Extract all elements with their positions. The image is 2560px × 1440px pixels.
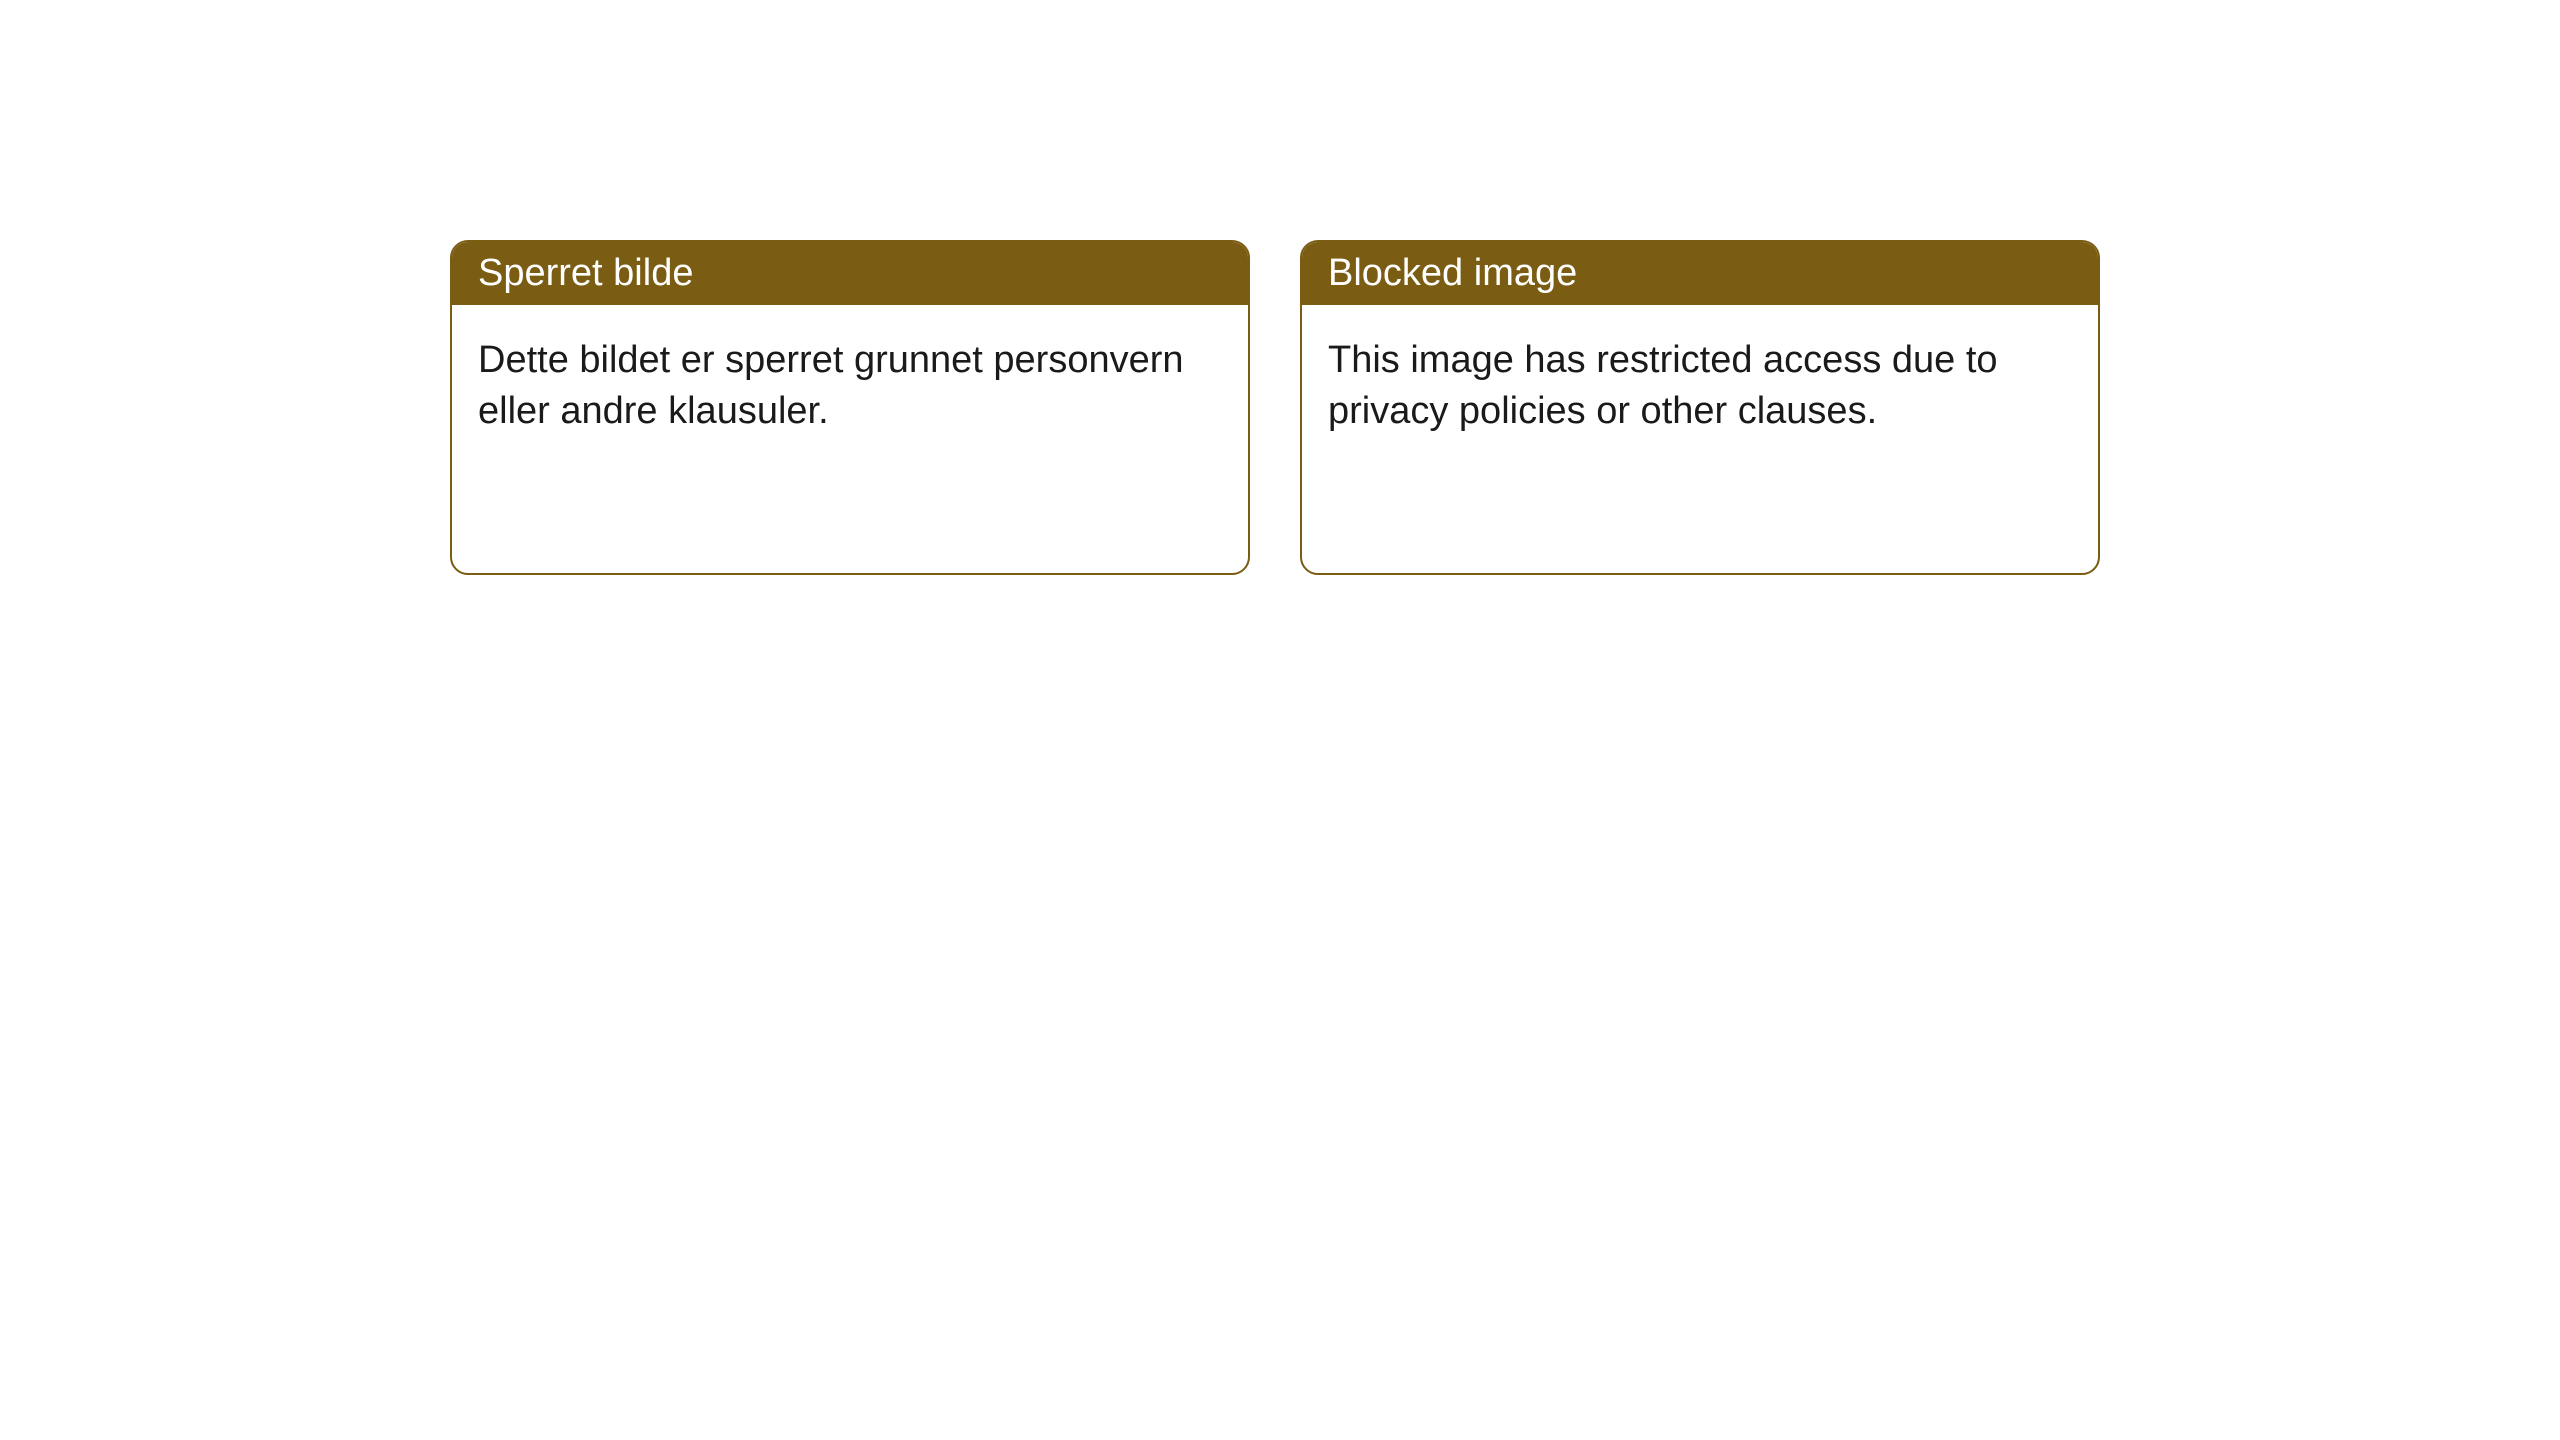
notice-box-norwegian: Sperret bilde Dette bildet er sperret gr… — [450, 240, 1250, 575]
notice-header-norwegian: Sperret bilde — [452, 242, 1248, 305]
notice-body-norwegian: Dette bildet er sperret grunnet personve… — [452, 305, 1248, 468]
notice-text-english: This image has restricted access due to … — [1328, 339, 1998, 432]
notice-container: Sperret bilde Dette bildet er sperret gr… — [0, 0, 2560, 575]
notice-text-norwegian: Dette bildet er sperret grunnet personve… — [478, 339, 1184, 432]
notice-box-english: Blocked image This image has restricted … — [1300, 240, 2100, 575]
notice-body-english: This image has restricted access due to … — [1302, 305, 2098, 468]
notice-header-english: Blocked image — [1302, 242, 2098, 305]
notice-title-norwegian: Sperret bilde — [478, 252, 693, 294]
notice-title-english: Blocked image — [1328, 252, 1577, 294]
